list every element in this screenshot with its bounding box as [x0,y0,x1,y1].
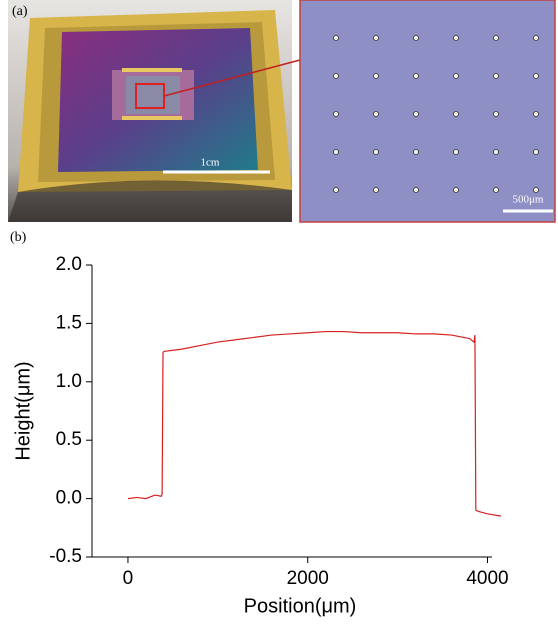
scale-label: 500μm [513,194,544,206]
x-tick-label: 4000 [466,568,508,589]
pillar-dot [374,150,379,155]
y-tick-label: 0.0 [56,488,82,509]
pillar-dot [414,74,419,79]
pillar-dot [414,188,419,193]
pillar-dot [414,36,419,41]
pillar-dot [454,74,459,79]
pillar-dot [374,74,379,79]
x-tick-label: 0 [123,568,134,589]
pillar-dot [414,112,419,117]
pillar-dot [494,188,499,193]
pillar-dot [334,188,339,193]
pillar-dot [414,150,419,155]
pillar-dot [374,36,379,41]
panel-label: (b) [10,230,27,245]
y-tick-label: 2.0 [56,254,82,275]
y-tick-label: 0.5 [56,429,82,450]
pillar-dot [534,112,539,117]
pillar-dot [334,36,339,41]
x-tick-label: 2000 [287,568,329,589]
pillar-dot [334,150,339,155]
photo-right: 500μm [300,0,555,222]
pillar-dot [534,36,539,41]
y-axis-label: Height(μm) [12,361,34,460]
pillar-dot [454,36,459,41]
photo-left: 1cm (a) [8,0,292,222]
pillar-dot [334,112,339,117]
panel-label: (a) [12,4,28,19]
pillar-dot [494,36,499,41]
pillar-dot [374,188,379,193]
pillar-dot [374,112,379,117]
pillar-dot [534,150,539,155]
y-tick-label: 1.5 [56,312,82,333]
pillar-dot [494,74,499,79]
pillar-dot [534,188,539,193]
pillar-dot [534,74,539,79]
pillar-dot [494,112,499,117]
x-axis-label: Position(μm) [244,595,357,617]
pillar-dot [454,188,459,193]
pillar-dot [494,150,499,155]
data-line [128,332,501,517]
y-tick-label: 1.0 [56,371,82,392]
pillar-dot [454,112,459,117]
pillar-dot [334,74,339,79]
pillar-dot [454,150,459,155]
y-tick-label: -0.5 [49,546,82,567]
figure: 1cm (a) 500μm (b) Position(μm) Height(μm… [0,0,558,625]
scale-label: 1cm [201,157,220,169]
